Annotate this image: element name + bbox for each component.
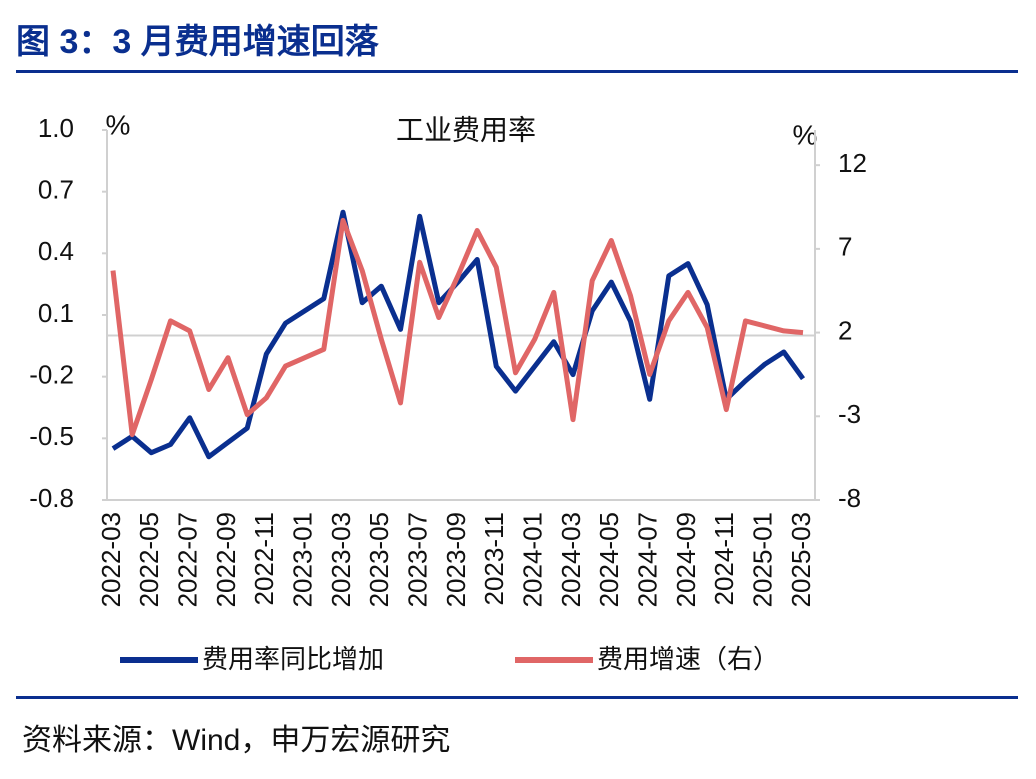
y-tick-label: -0.2 [29,360,74,390]
chart-title: 工业费用率 [396,114,536,145]
x-tick-label: 2023-01 [288,512,318,607]
y-tick-label: 0.1 [38,298,74,328]
x-tick-label: 2022-09 [211,512,241,607]
x-tick-label: 2024-09 [671,512,701,607]
x-tick-label: 2025-03 [786,512,816,607]
y-tick-label: -0.8 [29,483,74,513]
x-tick-label: 2025-01 [748,512,778,607]
x-tick-label: 2024-05 [594,512,624,607]
figure-title: 图 3：3 月费用增速回落 [16,23,380,61]
footer-rule [16,696,1018,699]
y-tick-label: 1.0 [38,113,74,143]
y2-tick-label: 2 [838,315,852,345]
y2-tick-label: -8 [838,483,861,513]
x-tick-label: 2023-11 [479,512,509,606]
x-tick-label: 2023-07 [403,512,433,607]
y2-tick-label: 12 [838,148,867,178]
x-tick-label: 2022-03 [96,512,126,607]
x-tick-label: 2024-03 [556,512,586,607]
y2-unit: % [793,119,818,150]
header-rule [16,70,1018,73]
x-tick-label: 2023-09 [441,512,471,607]
x-tick-label: 2024-07 [633,512,663,607]
x-tick-label: 2022-05 [134,512,164,607]
x-tick-label: 2022-07 [173,512,203,607]
x-tick-label: 2023-05 [364,512,394,607]
y-unit: % [106,109,131,140]
legend-label: 费用率同比增加 [202,644,384,674]
x-tick-label: 2024-01 [518,512,548,607]
legend-label: 费用增速（右） [597,644,779,674]
y-tick-label: -0.5 [29,421,74,451]
x-tick-label: 2024-11 [709,512,739,606]
source: 资料来源：Wind，申万宏源研究 [22,724,450,757]
y2-tick-label: -3 [838,399,861,429]
series-line [110,217,804,438]
y-tick-label: 0.4 [38,236,74,266]
y-tick-label: 0.7 [38,175,74,205]
x-tick-label: 2022-11 [249,512,279,606]
y2-tick-label: 7 [838,232,852,262]
series-line [111,209,806,460]
x-tick-label: 2023-03 [326,512,356,607]
